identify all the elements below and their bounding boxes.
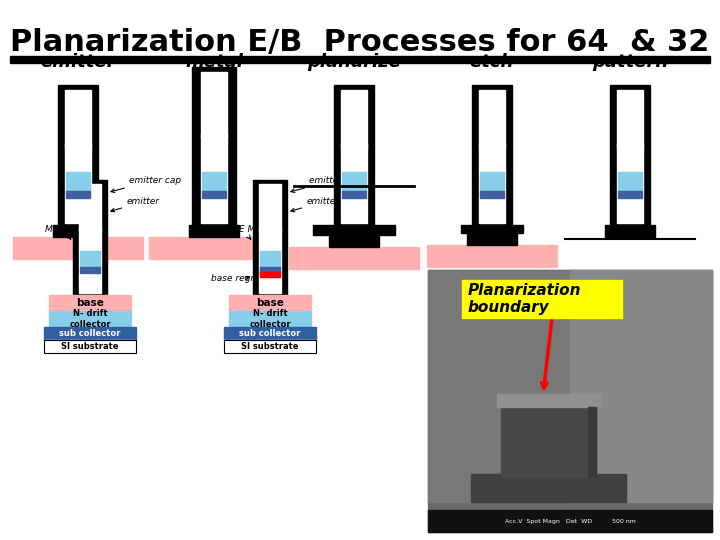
Bar (80, 251, 100, 267)
Bar (259, 227, 281, 231)
Text: sub collector: sub collector (239, 329, 301, 338)
Bar (427, 245, 557, 267)
Bar (342, 172, 366, 191)
Bar (224, 340, 316, 353)
Bar (224, 340, 316, 353)
Bar (260, 272, 280, 278)
Text: SI substrate: SI substrate (61, 342, 119, 351)
Text: sub collector: sub collector (59, 329, 121, 338)
Bar (49, 295, 131, 311)
Bar (44, 340, 136, 353)
Bar (467, 233, 517, 245)
Bar (428, 510, 712, 532)
Bar (66, 191, 90, 198)
Bar (313, 225, 395, 235)
Bar (462, 280, 622, 318)
Bar (605, 225, 655, 237)
Bar (617, 144, 643, 148)
Bar (289, 247, 419, 269)
Text: base: base (256, 298, 284, 308)
Bar (617, 90, 643, 223)
Bar (260, 267, 280, 273)
Bar (149, 237, 279, 259)
Bar (329, 235, 379, 247)
Bar (470, 474, 626, 502)
Bar (618, 172, 642, 191)
Text: base: base (76, 298, 104, 308)
Bar (497, 394, 600, 407)
Text: metal: metal (185, 53, 243, 71)
Bar (229, 311, 311, 327)
Bar (588, 407, 595, 477)
Bar (334, 85, 374, 225)
Bar (428, 270, 712, 502)
Bar (341, 90, 367, 223)
Text: base regrowth: base regrowth (211, 274, 276, 284)
Text: SI substrate: SI substrate (241, 342, 299, 351)
Bar (58, 85, 98, 225)
Bar (479, 144, 505, 148)
Bar (201, 72, 227, 223)
Text: emitter: emitter (291, 197, 340, 212)
Bar (259, 184, 281, 293)
Bar (66, 172, 90, 191)
Bar (192, 67, 236, 225)
Bar (189, 225, 239, 237)
Bar (44, 327, 136, 340)
Bar (260, 251, 280, 267)
Bar (229, 295, 311, 311)
Bar (201, 134, 227, 138)
Text: N- drift
collector: N- drift collector (249, 309, 291, 329)
Bar (13, 237, 143, 259)
Bar (461, 225, 523, 233)
Bar (79, 184, 101, 293)
Text: MBE Mo: MBE Mo (225, 225, 261, 239)
Text: boundary: boundary (468, 300, 550, 315)
Bar (65, 90, 91, 223)
Text: Planarization: Planarization (468, 283, 582, 298)
Text: etch: etch (470, 53, 514, 71)
Text: pattern: pattern (592, 53, 668, 71)
Bar (570, 270, 712, 502)
Bar (44, 340, 136, 353)
Bar (479, 90, 505, 223)
Bar (10, 56, 710, 63)
Bar (65, 144, 91, 148)
Bar (618, 191, 642, 198)
Bar (202, 172, 226, 191)
Bar (480, 172, 504, 191)
Bar (73, 180, 107, 295)
Text: emitter: emitter (111, 197, 160, 212)
Text: emitter cap: emitter cap (111, 176, 181, 192)
Bar (428, 270, 712, 532)
Bar (49, 311, 131, 327)
Bar (253, 180, 287, 295)
Text: MBE Mo: MBE Mo (45, 225, 81, 239)
Bar (79, 227, 101, 231)
Bar (500, 397, 595, 477)
Bar (53, 225, 103, 237)
Text: Acc.V  Spot Magn   Det  WD          500 nm: Acc.V Spot Magn Det WD 500 nm (505, 518, 636, 523)
Bar (342, 191, 366, 198)
Bar (80, 267, 100, 273)
Bar (472, 85, 512, 225)
Bar (610, 85, 650, 225)
Text: Planarization E/B  Processes for 64  & 32 nm: Planarization E/B Processes for 64 & 32 … (10, 28, 720, 57)
Text: planarize: planarize (307, 53, 401, 71)
Bar (202, 191, 226, 198)
Text: emitter cap: emitter cap (291, 176, 361, 192)
Bar (480, 191, 504, 198)
Text: N- drift
collector: N- drift collector (69, 309, 111, 329)
Bar (341, 144, 367, 148)
Text: emitter: emitter (40, 53, 116, 71)
Bar (224, 327, 316, 340)
